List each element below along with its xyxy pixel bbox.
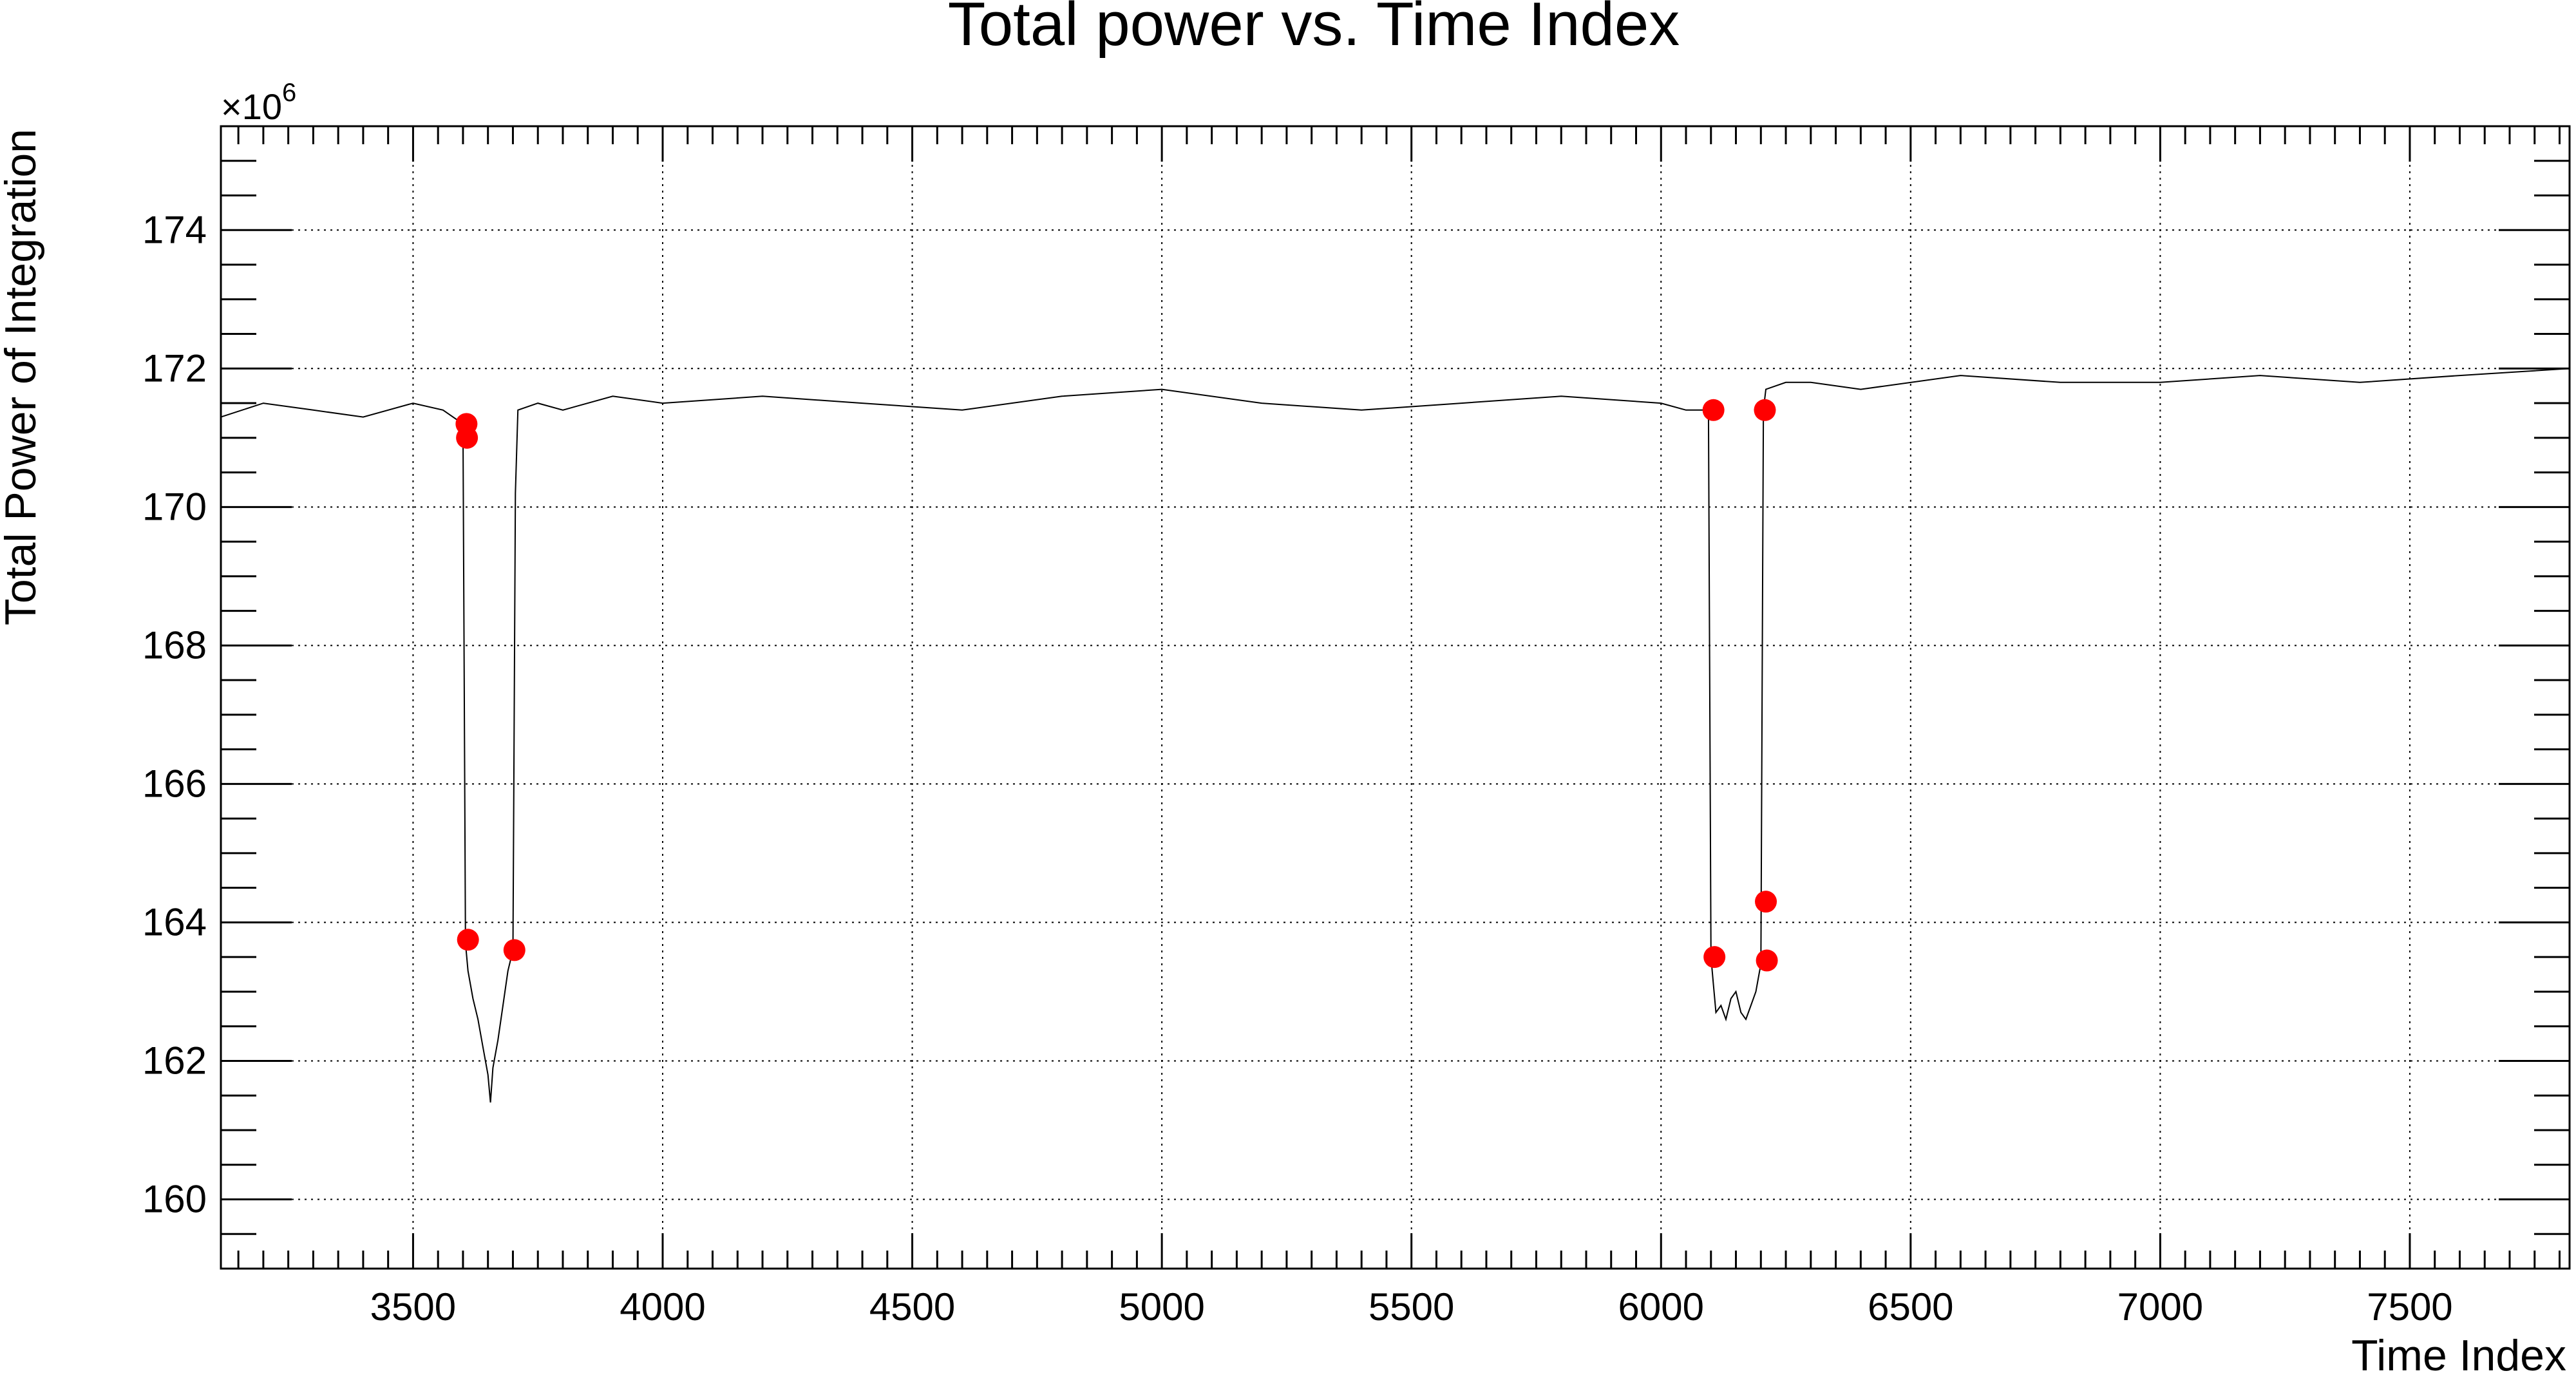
plot-frame [220, 125, 2571, 1270]
x-tick-label: 3500 [370, 1285, 456, 1328]
x-tick-label: 6500 [1868, 1285, 1953, 1328]
y-tick-label: 174 [142, 208, 207, 251]
series-layer [220, 368, 2570, 1103]
x-tick-label: 5500 [1368, 1285, 1454, 1328]
data-marker [1756, 949, 1778, 972]
data-marker [1754, 399, 1776, 421]
y-tick-labels: 160 162 164 166 168 170 172 174 [142, 208, 207, 1220]
y-tick-label: 170 [142, 485, 207, 528]
data-marker [457, 929, 479, 951]
x-tick-label: 4500 [869, 1285, 955, 1328]
x-tick-labels: 3500 4000 4500 5000 5500 6000 6500 7000 7500 [370, 1285, 2453, 1328]
y-axis-multiplier: ×106 [221, 79, 296, 127]
x-tick-label: 4000 [620, 1285, 705, 1328]
x-axis-title: Time Index [2351, 1331, 2566, 1380]
series-line [220, 368, 2570, 1103]
x-tick-label: 5000 [1119, 1285, 1204, 1328]
y-tick-label: 160 [142, 1177, 207, 1220]
y-tick-label: 164 [142, 900, 207, 943]
y-tick-label: 166 [142, 762, 207, 805]
x-tick-label: 7000 [2117, 1285, 2203, 1328]
tick-layer [221, 125, 2570, 1269]
x-tick-label: 6000 [1618, 1285, 1704, 1328]
data-marker [1702, 399, 1725, 421]
data-marker [503, 939, 526, 961]
chart-title: Total power vs. Time Index [948, 0, 1680, 59]
data-marker [456, 426, 478, 449]
grid [221, 126, 2570, 1269]
y-multiplier-exponent: 6 [282, 79, 296, 107]
x-tick-label: 7500 [2367, 1285, 2452, 1328]
y-axis-title: Total Power of Integration [0, 129, 45, 625]
y-tick-label: 172 [142, 346, 207, 390]
data-marker [1755, 891, 1777, 913]
data-marker [1703, 946, 1726, 969]
y-multiplier-prefix: ×10 [221, 86, 282, 127]
marker-layer [455, 399, 1778, 972]
y-tick-label: 168 [142, 623, 207, 666]
y-tick-label: 162 [142, 1039, 207, 1082]
